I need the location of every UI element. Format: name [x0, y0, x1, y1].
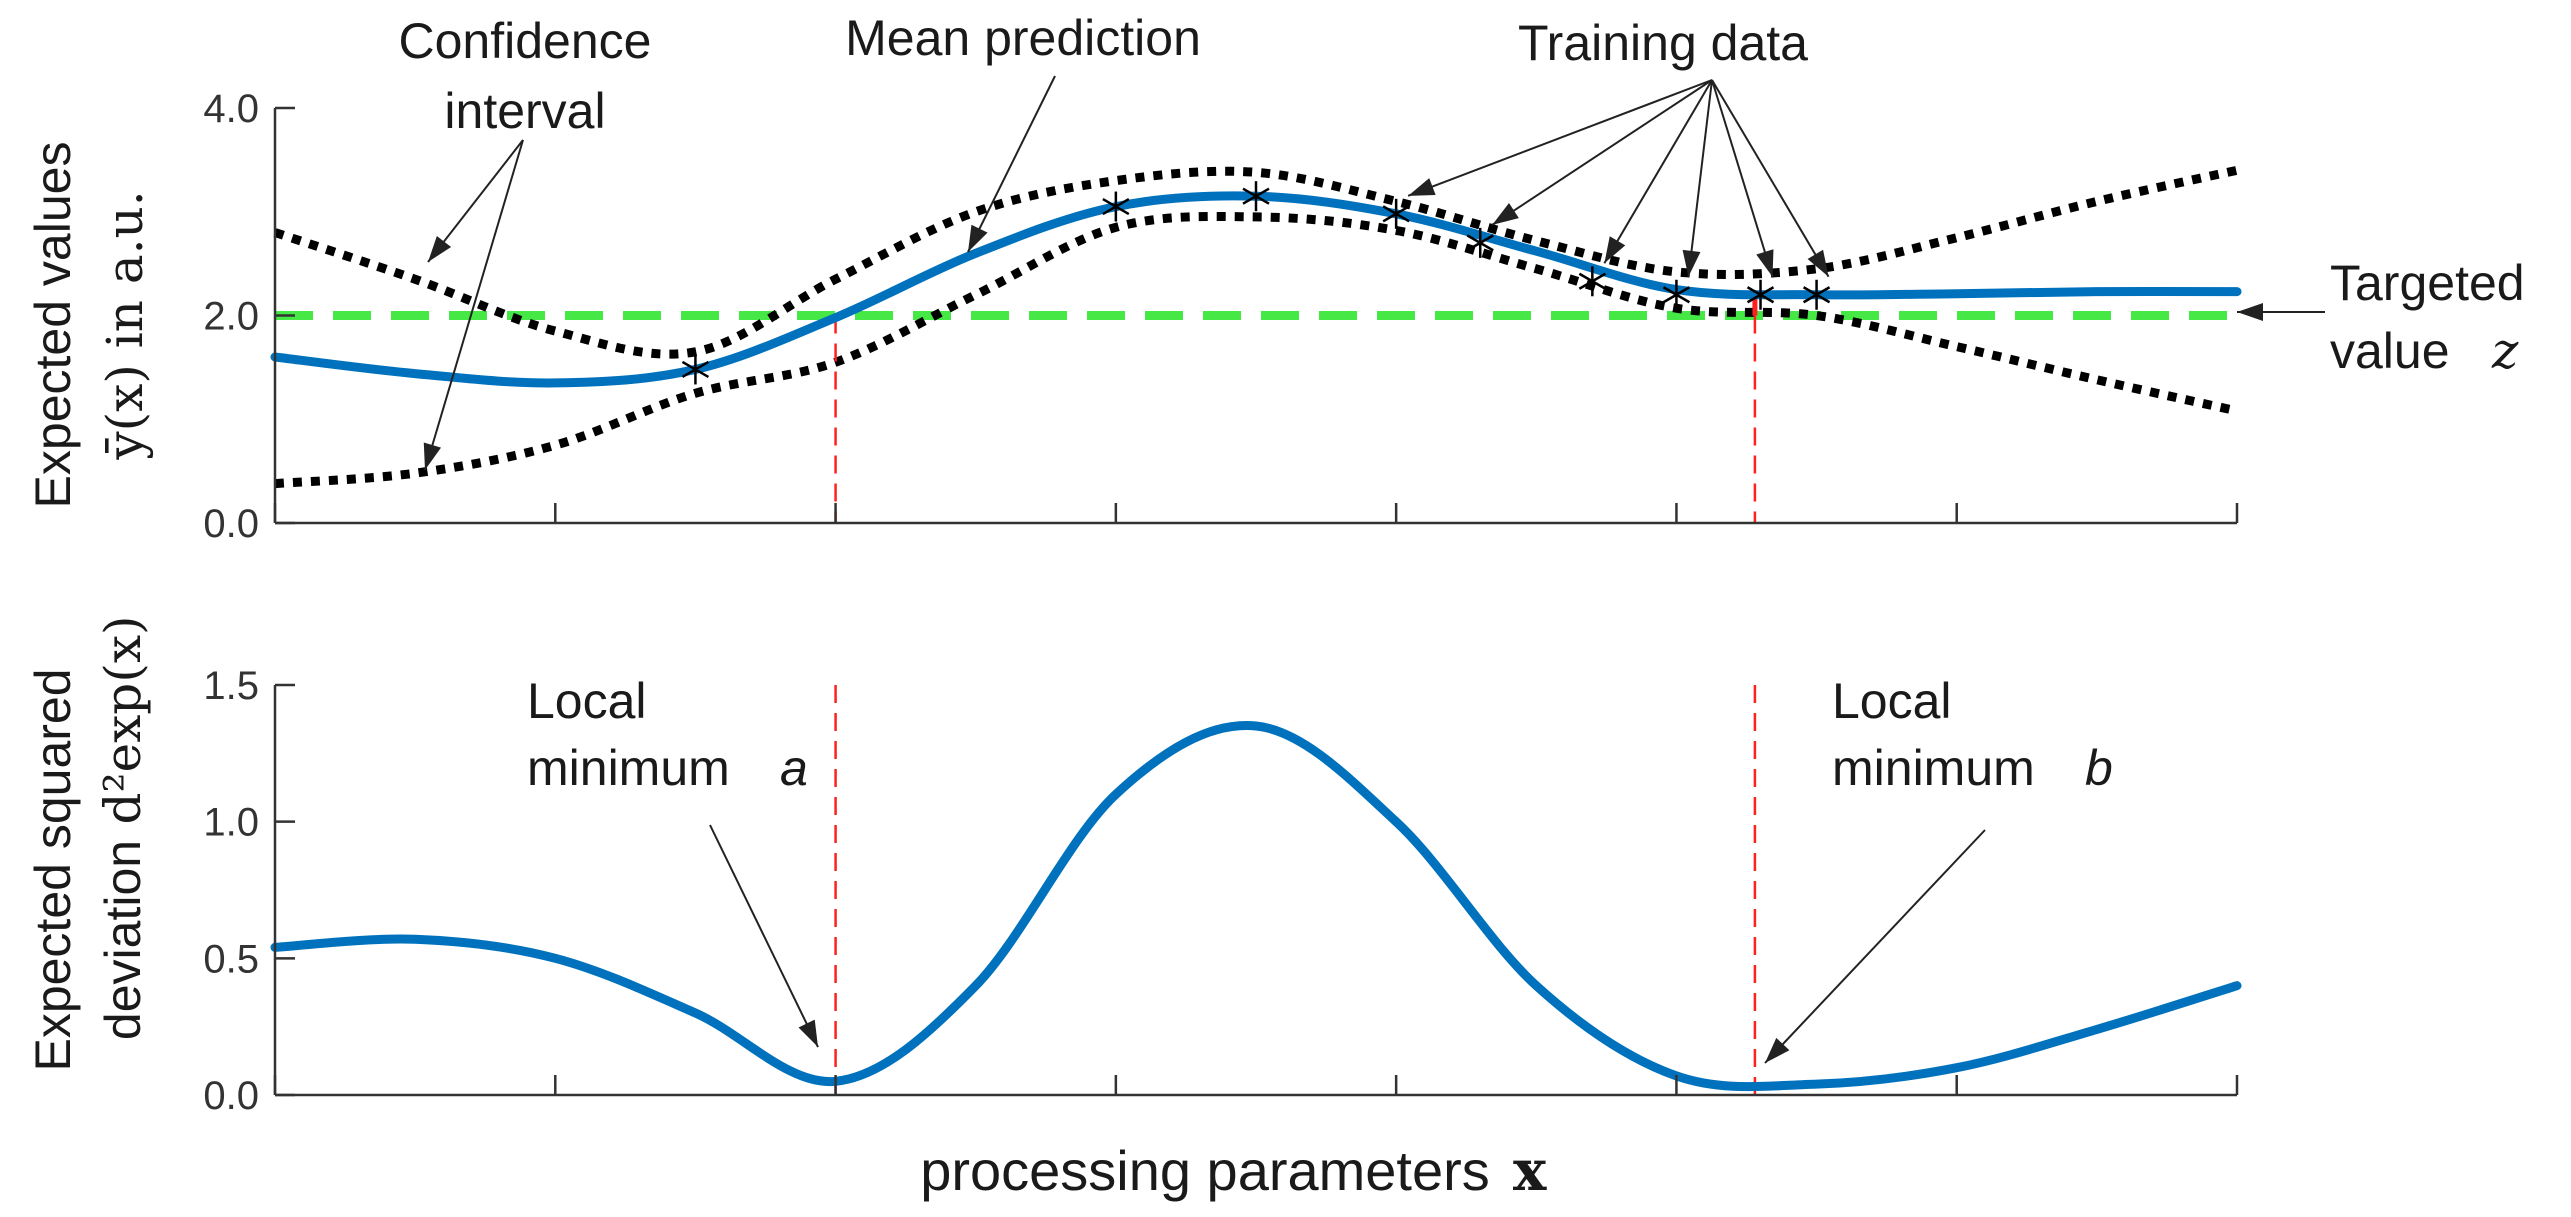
top-annotation-arrows	[423, 75, 2325, 471]
arrow-training-1-shaft	[1491, 79, 1713, 226]
annotation-min-a-letter: a	[780, 740, 808, 796]
annotation-min-b-line1: Local	[1832, 673, 1952, 729]
squared-deviation-line	[270, 721, 2242, 1092]
arrow-target-head	[2237, 303, 2263, 321]
annotation-mean-prediction: Mean prediction	[845, 10, 1201, 66]
confidence-lower-line	[274, 211, 2238, 489]
mean-prediction-line	[270, 191, 2242, 388]
top-y-tick-label: 2.0	[203, 295, 259, 339]
annotation-confidence-line1: Confidence	[399, 13, 652, 69]
arrow-training-3-shaft	[1687, 79, 1713, 277]
arrow-training-0-head	[1408, 178, 1436, 196]
squared-deviation-curve	[270, 721, 2242, 1092]
arrow-confidence-upper-head	[428, 235, 452, 262]
arrow-minimum-b-head	[1765, 1037, 1790, 1063]
training-point	[1746, 279, 1775, 310]
training-point-stroke	[1802, 286, 1831, 304]
bottom-y-tick-labels: 0.0 0.5 1.0 1.5	[203, 664, 259, 1118]
arrow-confidence-lower-shaft	[424, 139, 524, 471]
annotation-targeted-line1: Targeted	[2330, 255, 2525, 311]
bottom-y-tick-label: 0.0	[203, 1074, 259, 1118]
bottom-panel: 0.0 0.5 1.0 1.5 Local minimum a Local minim…	[25, 615, 2242, 1204]
annotation-training-data: Training data	[1518, 15, 1808, 71]
training-point	[1382, 198, 1410, 229]
annotation-min-b-line2: minimum	[1832, 740, 2035, 796]
training-point-stroke	[1242, 187, 1270, 205]
annotation-min-b-letter: b	[2085, 740, 2113, 796]
training-point	[681, 354, 710, 385]
arrow-training-2-shaft	[1603, 79, 1713, 264]
top-y-tick-labels: 0.0 2.0 4.0	[203, 87, 259, 546]
training-point	[1662, 279, 1691, 310]
top-y-label-math: ȳ(x) in a.u.	[96, 190, 154, 460]
annotation-min-a-line1: Local	[527, 673, 647, 729]
training-point-stroke	[1382, 205, 1410, 223]
bottom-y-label-2: deviation	[95, 840, 151, 1040]
arrow-training-2-head	[1604, 236, 1626, 264]
minima-markers-top	[833, 292, 1758, 523]
top-panel: 0.0 2.0 4.0 Confidence interval Mean predi…	[25, 10, 2525, 546]
training-data-points	[681, 181, 1831, 385]
arrow-mean-head	[968, 224, 988, 252]
annotation-min-a-line2: minimum	[527, 740, 730, 796]
annotation-targeted-line2: value	[2330, 323, 2450, 379]
arrow-minimum-a-head	[798, 1019, 818, 1047]
bottom-y-label: Expected squared	[25, 668, 81, 1071]
arrow-training-3-head	[1682, 249, 1701, 277]
arrow-training-4-shaft	[1711, 79, 1774, 278]
training-point-stroke	[1466, 234, 1494, 252]
arrow-mean-shaft	[967, 75, 1056, 253]
training-point	[1802, 279, 1831, 310]
arrow-training-0-shaft	[1407, 79, 1713, 197]
training-point-stroke	[1578, 272, 1606, 290]
training-point-stroke	[681, 360, 710, 379]
arrow-confidence-lower-head	[423, 442, 442, 470]
training-point-stroke	[1102, 197, 1130, 216]
arrow-training-4-head	[1756, 249, 1774, 277]
x-axis-symbol: x	[1513, 1138, 1547, 1204]
bottom-annotation-arrows	[709, 824, 1986, 1064]
bottom-axes	[273, 683, 2239, 1097]
top-y-label: Expected values	[25, 142, 81, 509]
training-point-stroke	[1662, 286, 1691, 304]
confidence-interval	[273, 165, 2238, 489]
bottom-y-label-math: d²exp(x)	[94, 615, 152, 824]
annotation-targeted-symbol: z	[2491, 322, 2519, 380]
bottom-y-tick-label: 0.5	[203, 937, 259, 981]
training-point	[1242, 181, 1270, 212]
bottom-y-tick-label: 1.5	[203, 664, 259, 708]
training-point	[1466, 227, 1494, 258]
arrow-training-5-head	[1807, 249, 1829, 277]
training-point	[1102, 191, 1130, 222]
mean-prediction-curve	[270, 191, 2242, 388]
top-axes	[273, 106, 2239, 525]
arrow-training-5-shaft	[1711, 79, 1830, 278]
training-point	[1578, 266, 1606, 297]
top-y-tick-label: 4.0	[203, 87, 259, 131]
x-axis-label: processing parameters	[920, 1139, 1490, 1202]
top-y-tick-label: 0.0	[203, 502, 259, 546]
minima-markers-bottom	[834, 685, 1757, 1095]
arrow-training-1-head	[1492, 203, 1519, 225]
arrow-minimum-a-shaft	[709, 824, 819, 1048]
arrow-minimum-b-shaft	[1764, 829, 1986, 1064]
training-point-stroke	[1746, 286, 1775, 304]
annotation-confidence-line2: interval	[444, 83, 605, 139]
confidence-upper-line	[273, 165, 2238, 359]
bottom-y-tick-label: 1.0	[203, 801, 259, 845]
